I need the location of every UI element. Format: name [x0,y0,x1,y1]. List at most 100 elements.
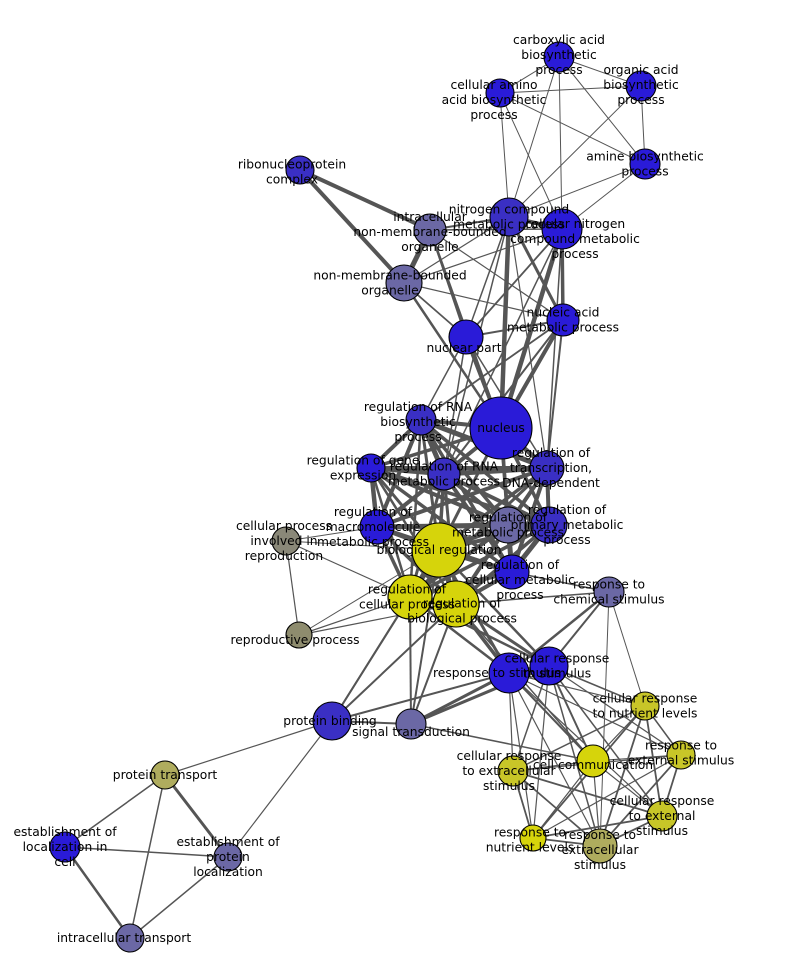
node-circle[interactable] [489,506,527,544]
graph-node-cell-communication[interactable] [576,744,610,778]
node-circle[interactable] [213,842,243,872]
graph-node-regulation-of-cellular-process[interactable] [387,574,433,620]
graph-node-ribonucleoprotein-complex[interactable] [285,155,315,185]
node-circle[interactable] [312,701,352,741]
graph-edge [129,774,166,939]
graph-node-response-to-extracellular-stimulus[interactable] [582,828,618,864]
node-circle[interactable] [543,41,575,73]
graph-node-cellular-amino-acid-biosynthetic-process[interactable] [485,78,515,108]
node-circle[interactable] [448,319,484,355]
graph-edge [508,672,682,756]
graph-node-organic-acid-biosynthetic-process[interactable] [625,70,657,102]
graph-node-response-to-chemical-stimulus[interactable] [593,576,625,608]
node-circle[interactable] [359,509,395,545]
graph-node-cellular-response-to-nutrient-levels[interactable] [630,691,660,721]
node-circle[interactable] [529,646,569,686]
graph-edge [285,540,300,636]
graph-edge [410,723,594,762]
node-circle[interactable] [629,148,661,180]
node-circle[interactable] [593,576,625,608]
graph-node-nucleic-acid-metabolic-process[interactable] [546,303,580,337]
graph-edge [227,720,333,858]
graph-node-response-to-nutrient-levels[interactable] [519,824,547,852]
node-circle[interactable] [666,740,696,770]
node-circle[interactable] [387,574,433,620]
graph-edge [499,92,563,230]
node-circle[interactable] [541,208,583,250]
node-circle[interactable] [395,708,427,740]
node-circle[interactable] [582,828,618,864]
graph-node-regulation-of-biological-process[interactable] [432,580,480,628]
node-circle[interactable] [49,831,81,863]
node-circle[interactable] [529,450,565,486]
graph-edge [548,665,663,817]
graph-node-amine-biosynthetic-process[interactable] [629,148,661,180]
node-circle[interactable] [630,691,660,721]
graph-node-biological-regulation[interactable] [411,522,467,578]
node-circle[interactable] [494,554,530,590]
graph-node-nitrogen-compound-metabolic-process[interactable] [489,197,529,237]
graph-edge [499,85,642,94]
graph-node-response-to-stimulus[interactable] [488,652,530,694]
node-circle[interactable] [285,621,313,649]
node-circle[interactable] [488,652,530,694]
graph-node-intracellular-transport[interactable] [115,923,145,953]
graph-node-nuclear-part[interactable] [448,319,484,355]
graph-edge [429,229,564,321]
graph-node-establishment-of-protein-localization[interactable] [213,842,243,872]
node-circle[interactable] [530,506,568,544]
graph-node-regulation-of-metabolic-process[interactable] [489,506,527,544]
graph-edge [532,815,663,839]
graph-node-regulation-of-rna-biosynthetic-process[interactable] [405,404,437,436]
graph-node-carboxylic-acid-biosynthetic-process[interactable] [543,41,575,73]
node-circle[interactable] [469,396,533,460]
graph-node-cellular-process-involved-in-reproduction[interactable] [271,526,301,556]
node-circle[interactable] [405,404,437,436]
node-circle[interactable] [485,78,515,108]
graph-node-cellular-response-to-extracellular-stimulus[interactable] [497,755,529,787]
node-circle[interactable] [285,155,315,185]
graph-edge [546,228,563,469]
node-circle[interactable] [271,526,301,556]
graph-edge [163,773,230,859]
node-circle[interactable] [576,744,610,778]
graph-node-regulation-of-cellular-metabolic-process[interactable] [494,554,530,590]
graph-node-non-membrane-bounded-organelle[interactable] [385,264,423,302]
node-circle[interactable] [115,923,145,953]
node-circle[interactable] [625,70,657,102]
graph-node-regulation-of-macromolecule-metabolic-process[interactable] [359,509,395,545]
node-circle[interactable] [489,197,529,237]
node-circle[interactable] [646,800,678,832]
node-circle[interactable] [385,264,423,302]
graph-edge [403,228,563,284]
graph-node-protein-transport[interactable] [150,760,180,790]
graph-node-cellular-response-to-stimulus[interactable] [529,646,569,686]
graph-node-nucleus[interactable] [469,396,533,460]
graph-node-regulation-of-primary-metabolic-process[interactable] [530,506,568,544]
node-circle[interactable] [411,522,467,578]
graph-edge [410,549,440,725]
graph-node-response-to-external-stimulus[interactable] [666,740,696,770]
node-circle[interactable] [427,457,461,491]
graph-node-intracellular-non-membrane-bounded-organelle[interactable] [413,213,447,247]
graph-node-reproductive-process[interactable] [285,621,313,649]
graph-node-protein-binding[interactable] [312,701,352,741]
graph-node-regulation-of-gene-expression[interactable] [356,453,386,483]
graph-edge [512,770,663,817]
graph-node-signal-transduction[interactable] [395,708,427,740]
graph-edge [443,228,563,475]
node-circle[interactable] [497,755,529,787]
graph-node-cellular-response-to-external-stimulus[interactable] [646,800,678,832]
node-circle[interactable] [150,760,180,790]
graph-node-regulation-of-rna-metabolic-process[interactable] [427,457,461,491]
graph-node-cellular-nitrogen-compound-metabolic-process[interactable] [541,208,583,250]
node-circle[interactable] [413,213,447,247]
node-circle[interactable] [519,824,547,852]
node-circle[interactable] [356,453,386,483]
graph-node-regulation-of-transcription-dna-dependent[interactable] [529,450,565,486]
graph-edge [532,754,682,839]
node-circle[interactable] [432,580,480,628]
graph-node-establishment-of-localization-in-cell[interactable] [49,831,81,863]
node-circle[interactable] [546,303,580,337]
